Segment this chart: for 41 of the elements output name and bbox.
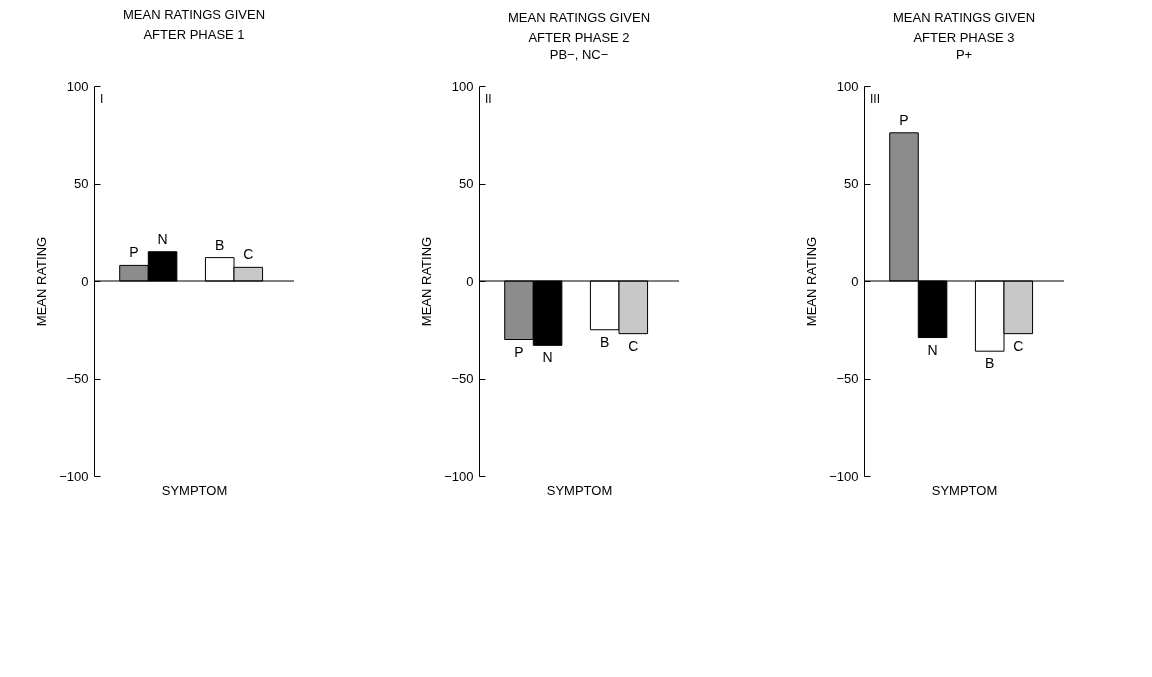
y-axis-title: MEAN RATING [419, 236, 435, 327]
chart-title: MEAN RATINGS GIVEN AFTER PHASE 2 [507, 10, 651, 45]
annotation: II [485, 92, 492, 106]
annotation: III [870, 92, 881, 106]
x-tick-label: P [514, 343, 524, 360]
x-tick-label: N [157, 230, 168, 247]
chart-subtitle: PB−, NC− [549, 47, 609, 62]
x-tick-label: C [243, 246, 254, 263]
y-tick-label: 100 [836, 78, 859, 94]
y-tick-label: 0 [851, 273, 859, 289]
y-tick-label: 50 [844, 176, 859, 191]
chart-title: MEAN RATINGS GIVEN AFTER PHASE 1 [122, 7, 266, 42]
x-tick-label: C [628, 337, 639, 354]
y-axis-title: MEAN RATING [804, 236, 820, 327]
y-tick-label: −100 [829, 468, 859, 484]
y-tick-label: −50 [66, 371, 89, 386]
y-tick-label: 0 [81, 273, 89, 289]
x-axis-title: SYMPTOM [546, 482, 613, 498]
x-axis-title: SYMPTOM [161, 482, 228, 498]
x-tick-label: P [899, 111, 909, 128]
y-tick-label: 50 [74, 176, 89, 191]
annotation: I [100, 92, 104, 106]
x-tick-label: B [600, 333, 610, 350]
y-tick-label: 0 [466, 273, 474, 289]
x-tick-label: C [1013, 337, 1024, 354]
y-tick-label: 100 [66, 78, 89, 94]
y-tick-label: −100 [59, 468, 89, 484]
y-tick-label: −50 [451, 371, 474, 386]
y-tick-label: −100 [444, 468, 474, 484]
x-axis-title: SYMPTOM [931, 482, 998, 498]
y-axis-title: MEAN RATING [34, 236, 50, 327]
y-tick-label: 50 [459, 176, 474, 191]
y-tick-label: 100 [451, 78, 474, 94]
y-tick-label: −50 [836, 371, 859, 386]
chart-title: MEAN RATINGS GIVEN AFTER PHASE 3 [892, 10, 1036, 45]
x-tick-label: B [215, 236, 225, 253]
chart-subtitle: P+ [955, 47, 973, 62]
x-tick-label: B [985, 355, 995, 372]
x-tick-label: N [927, 341, 938, 358]
x-tick-label: N [542, 349, 553, 366]
x-tick-label: P [129, 244, 139, 261]
